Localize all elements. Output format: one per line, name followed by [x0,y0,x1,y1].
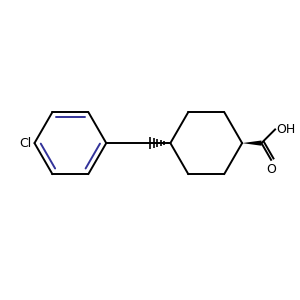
Text: O: O [266,163,276,176]
Polygon shape [242,140,261,146]
Text: Cl: Cl [20,136,32,150]
Text: OH: OH [277,123,296,136]
